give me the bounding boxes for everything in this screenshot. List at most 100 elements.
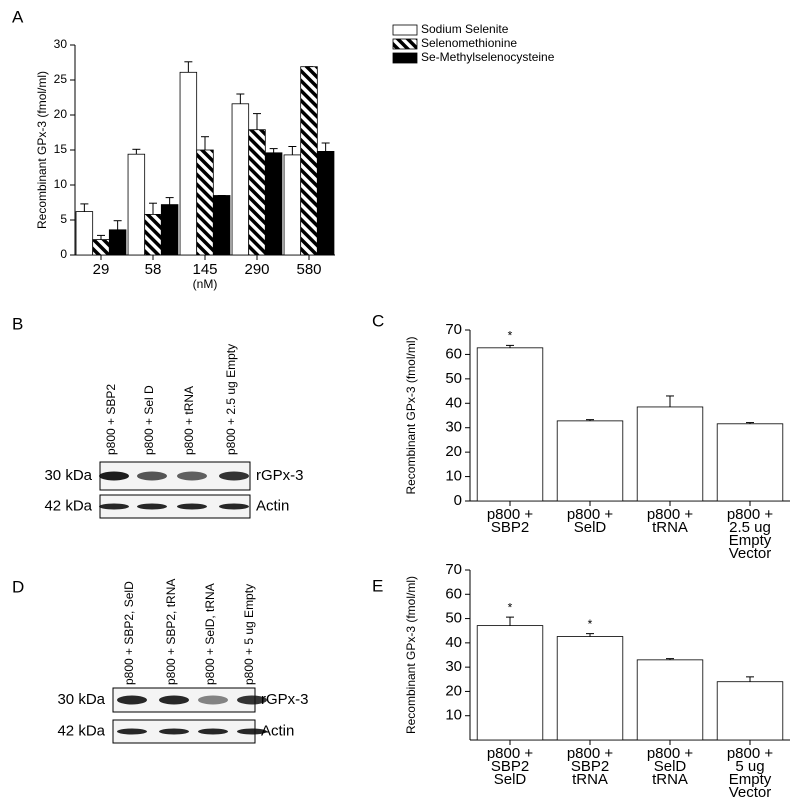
x-axis-label: (nM) <box>193 277 218 291</box>
bar <box>231 103 250 256</box>
x-tick-label: SelD <box>494 771 527 788</box>
x-tick-label: SBP2 <box>491 519 529 536</box>
legend-swatch <box>392 38 418 50</box>
y-tick-label: 10 <box>445 468 462 485</box>
blot-band <box>237 728 267 735</box>
x-tick-label: 2.5 ug <box>729 519 771 536</box>
blot-band <box>177 471 207 481</box>
y-tick-label: 60 <box>445 345 462 362</box>
y-tick-label: 10 <box>445 707 462 724</box>
y-tick-label: 50 <box>445 610 462 627</box>
band-name: Actin <box>256 497 289 514</box>
y-tick-label: 20 <box>445 443 462 460</box>
y-axis-label: Recombinant GPx-3 (fmol/ml) <box>35 71 49 229</box>
y-tick-label: 30 <box>445 658 462 675</box>
legend-swatch <box>392 52 418 64</box>
blot-band <box>198 728 228 735</box>
panel-label: D <box>12 577 24 596</box>
y-tick-label: 10 <box>54 177 68 191</box>
bar <box>127 153 146 256</box>
molecular-weight: 30 kDa <box>57 691 105 708</box>
x-tick-label: SBP2 <box>571 758 609 775</box>
bar <box>75 211 94 256</box>
x-tick-label: p800 + <box>487 506 534 523</box>
y-axis-label: Recombinant GPx-3 (fmol/ml) <box>404 576 418 734</box>
significance-marker: * <box>588 617 593 631</box>
bar <box>636 659 704 741</box>
y-tick-label: 40 <box>445 394 462 411</box>
y-tick-label: 20 <box>54 107 68 121</box>
y-tick-label: 0 <box>454 492 462 509</box>
x-tick-label: p800 + <box>647 506 694 523</box>
y-tick-label: 5 <box>60 212 67 226</box>
x-tick-label: Vector <box>729 784 772 801</box>
bar <box>476 347 544 502</box>
bar <box>716 681 784 741</box>
y-axis-label: Recombinant GPx-3 (fmol/ml) <box>404 336 418 494</box>
legend-label: Sodium Selenite <box>421 22 509 36</box>
blot-band <box>117 695 147 705</box>
x-tick-label: Empty <box>729 771 772 788</box>
panel-label: A <box>12 7 24 26</box>
molecular-weight: 30 kDa <box>44 467 92 484</box>
bar <box>92 239 110 256</box>
x-tick-label: SelD <box>654 758 687 775</box>
lane-label: p800 + SBP2, SelD <box>122 581 136 685</box>
panel-label: C <box>372 311 384 330</box>
blot-band <box>237 695 267 705</box>
y-tick-label: 70 <box>445 561 462 578</box>
panel-label: B <box>12 314 23 333</box>
bar <box>283 154 302 256</box>
y-tick-label: 60 <box>445 585 462 602</box>
bar <box>476 625 544 741</box>
x-tick-label: 580 <box>296 261 321 278</box>
bar <box>248 129 266 256</box>
lane-label: p800 + SelD, tRNA <box>203 583 217 685</box>
significance-marker: * <box>508 329 513 343</box>
y-tick-label: 30 <box>54 37 68 51</box>
x-tick-label: tRNA <box>572 771 608 788</box>
blot-band <box>117 728 147 735</box>
blot-band <box>99 503 129 510</box>
x-tick-label: Empty <box>729 532 772 549</box>
bar <box>636 406 704 502</box>
x-tick-label: p800 + <box>567 506 614 523</box>
lane-label: p800 + 2.5 ug Empty <box>224 344 238 455</box>
bar <box>716 423 784 502</box>
significance-marker: * <box>508 600 513 614</box>
blot-band <box>137 471 167 481</box>
band-name: Actin <box>261 722 294 739</box>
bar <box>196 149 214 256</box>
lane-label: p800 + SBP2, tRNA <box>164 579 178 685</box>
panel-label: E <box>372 576 383 595</box>
blot-band <box>219 503 249 510</box>
y-tick-label: 50 <box>445 370 462 387</box>
x-tick-label: p800 + <box>647 745 694 762</box>
bar <box>556 420 624 502</box>
legend-label: Selenomethionine <box>421 36 517 50</box>
blot-band <box>99 471 129 481</box>
x-tick-label: 58 <box>145 261 162 278</box>
bar <box>212 195 231 256</box>
lane-label: p800 + Sel D <box>142 385 156 455</box>
blot-band <box>137 503 167 510</box>
bar <box>144 213 162 256</box>
lane-label: p800 + SBP2 <box>104 384 118 455</box>
x-tick-label: 145 <box>192 261 217 278</box>
bar <box>316 150 335 256</box>
lane-label: p800 + 5 ug Empty <box>242 584 256 685</box>
blot-band <box>159 695 189 705</box>
x-tick-label: p800 + <box>727 506 774 523</box>
x-tick-label: SelD <box>574 519 607 536</box>
y-tick-label: 20 <box>445 682 462 699</box>
bar <box>160 204 179 256</box>
x-tick-label: SBP2 <box>491 758 529 775</box>
y-tick-label: 70 <box>445 321 462 338</box>
blot-band <box>219 471 249 481</box>
molecular-weight: 42 kDa <box>44 497 92 514</box>
x-tick-label: tRNA <box>652 771 688 788</box>
lane-label: p800 + tRNA <box>182 386 196 455</box>
y-tick-label: 15 <box>54 142 68 156</box>
bar <box>179 71 198 256</box>
